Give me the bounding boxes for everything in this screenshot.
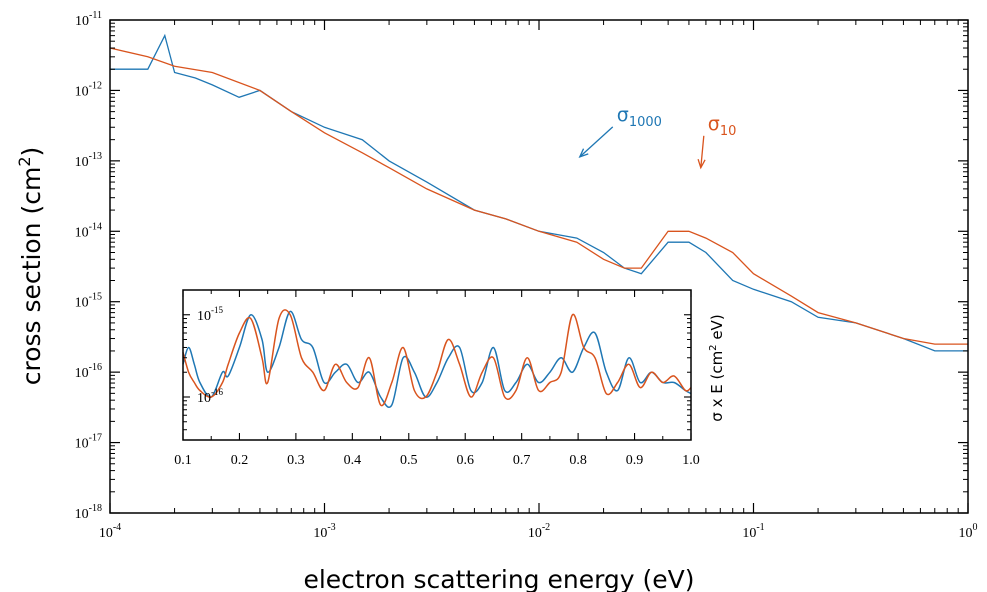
x-tick-label: 10-4	[99, 522, 121, 541]
y-axis-title: cross section (cm2)	[15, 147, 46, 386]
inset-x-tick-label: 1.0	[682, 453, 700, 468]
annotation-arrow	[579, 126, 614, 158]
annotation-label: σ10	[708, 113, 737, 139]
y-tick-label: 10-18	[75, 503, 102, 522]
y-axis-title-main: cross section (cm	[17, 167, 46, 386]
inset-x-ticks: 0.1 0.2 0.3 0.4 0.5 0.6 0.7 0.8 0.9 1.0	[174, 290, 700, 468]
y-tick-label: 10-13	[75, 151, 102, 170]
inset-orange-line	[182, 309, 692, 407]
series-annotations: σ1000 σ10	[578, 104, 737, 170]
y-tick-label: 10-16	[75, 362, 102, 381]
inset-x-tick-label: 0.3	[287, 453, 305, 468]
inset-background	[183, 290, 691, 440]
main-plot: 10-4 10-3 10-2 10-1 100 10-18 10-17 10-16 10-15…	[15, 10, 978, 592]
inset-y-axis-title-main: σ x E (cm	[708, 351, 726, 422]
inset-y-tick-label: 10-16	[197, 387, 223, 406]
inset-x-tick-label: 0.1	[174, 453, 192, 468]
inset-x-tick-label: 0.7	[513, 453, 531, 468]
inset-y-axis-title: σ x E (cm2 eV)	[708, 314, 726, 421]
x-tick-label: 10-3	[313, 522, 335, 541]
inset-x-tick-label: 0.8	[569, 453, 587, 468]
inset-y-ticks: 10-16 10-15	[183, 305, 691, 431]
inset-y-axis-title-tail: eV)	[708, 314, 726, 344]
inset-y-tick-label: 10-15	[197, 305, 223, 324]
y-axis-title-sup: 2	[15, 156, 34, 166]
main-y-ticks: 10-18 10-17 10-16 10-15 10-14 10-13 10-12 10-11	[75, 10, 968, 522]
y-tick-label: 10-17	[75, 433, 102, 452]
inset-x-tick-label: 0.9	[626, 453, 644, 468]
x-tick-label: 100	[959, 522, 978, 541]
inset-x-tick-label: 0.6	[456, 453, 474, 468]
y-tick-label: 10-12	[75, 80, 102, 99]
y-tick-label: 10-14	[75, 221, 102, 240]
inset-plot: 0.1 0.2 0.3 0.4 0.5 0.6 0.7 0.8 0.9 1.0 10-1610-1…	[174, 289, 726, 468]
x-tick-label: 10-2	[528, 522, 550, 541]
x-tick-label: 10-1	[742, 522, 764, 541]
x-axis-title: electron scattering energy (eV)	[303, 565, 694, 592]
inset-y-axis-title-sup: 2	[708, 344, 719, 350]
main-x-ticks: 10-4 10-3 10-2 10-1 100	[99, 20, 978, 541]
annotation-arrow	[700, 135, 705, 168]
y-axis-title-tail: )	[17, 147, 46, 157]
sigma-10-line	[109, 47, 968, 345]
annotation-label: σ1000	[617, 104, 662, 130]
inset-x-tick-label: 0.5	[400, 453, 418, 468]
inset-x-tick-label: 0.2	[231, 453, 249, 468]
annotation-arrowhead	[578, 148, 589, 158]
inset-x-tick-label: 0.4	[344, 453, 362, 468]
y-tick-label: 10-15	[75, 292, 102, 311]
y-tick-label: 10-11	[75, 10, 102, 29]
annotation-arrowhead	[697, 158, 706, 170]
